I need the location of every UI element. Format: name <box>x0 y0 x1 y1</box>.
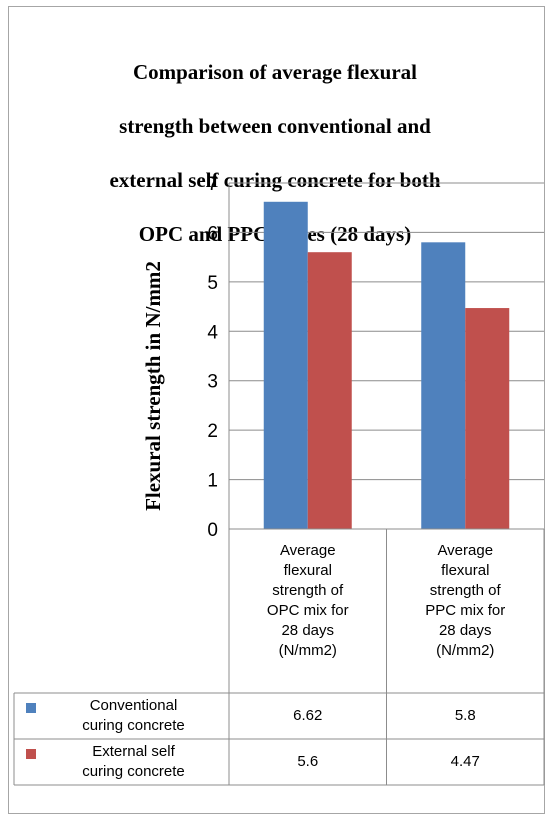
data-value-label: 4.47 <box>450 753 480 770</box>
legend-entry: External self curing concrete <box>14 739 229 785</box>
category-label-line: strength of <box>429 582 501 599</box>
legend-label-line: Conventional <box>89 697 178 714</box>
legend-label-line: curing concrete <box>82 717 185 734</box>
category-label-line: strength of <box>272 582 344 599</box>
category-label-line: OPC mix for <box>266 602 349 619</box>
chart-title-line: Comparison of average flexural <box>132 60 418 84</box>
legend-swatch <box>26 749 36 759</box>
data-value-label: 5.8 <box>454 707 476 724</box>
bar <box>307 252 352 529</box>
y-axis-label: Flexural strength in N/mm2 <box>141 261 165 511</box>
y-tick-label: 0 <box>207 520 218 541</box>
y-tick-label: 7 <box>207 174 218 195</box>
y-tick-label: 4 <box>207 322 218 343</box>
category-label-line: 28 days <box>281 622 335 639</box>
legend-label: Conventional curing concrete <box>44 696 223 736</box>
category-label-line: flexural <box>441 562 490 579</box>
legend-label-line: curing concrete <box>82 763 185 780</box>
category-label-line: flexural <box>283 562 332 579</box>
chart-title-line: OPC and PPC mixes (28 days) <box>138 222 412 246</box>
data-value-label: 6.62 <box>293 707 323 724</box>
bar <box>263 201 308 530</box>
bar <box>421 242 466 530</box>
legend-entry: Conventional curing concrete <box>14 693 229 739</box>
category-label: Average flexural strength of PPC mix for 28 … <box>387 541 545 661</box>
bar <box>465 308 510 529</box>
chart-title: Comparison of average flexural strength … <box>60 32 490 275</box>
category-label-line: 28 days <box>438 622 492 639</box>
y-tick-label: 2 <box>207 421 218 442</box>
category-label: Average flexural strength of OPC mix for 28 … <box>229 541 387 661</box>
data-value-label: 5.6 <box>297 753 319 770</box>
y-tick-label: 5 <box>207 273 218 294</box>
category-label-line: (N/mm2) <box>278 642 337 659</box>
chart-title-line: strength between conventional and <box>119 114 431 138</box>
category-label-line: Average <box>279 542 336 559</box>
category-label-line: (N/mm2) <box>436 642 495 659</box>
legend-label: External self curing concrete <box>44 742 223 782</box>
y-tick-label: 6 <box>207 223 218 244</box>
legend-swatch <box>26 703 36 713</box>
y-tick-label: 1 <box>207 471 218 492</box>
category-label-line: Average <box>437 542 494 559</box>
chart-title-line: external self curing concrete for both <box>109 168 441 192</box>
category-label-line: PPC mix for <box>425 602 506 619</box>
y-tick-label: 3 <box>207 372 218 393</box>
legend-label-line: External self <box>92 743 175 760</box>
